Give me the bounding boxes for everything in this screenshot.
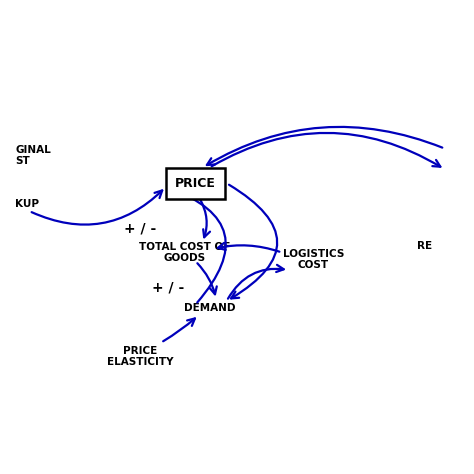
Text: RE: RE	[417, 241, 432, 251]
Text: KUP: KUP	[15, 199, 39, 209]
Text: + / -: + / -	[152, 280, 184, 294]
Text: DEMAND: DEMAND	[183, 303, 235, 313]
Text: + / -: + / -	[124, 221, 156, 235]
FancyBboxPatch shape	[166, 168, 225, 199]
Text: LOGISTICS
COST: LOGISTICS COST	[283, 249, 344, 270]
Text: PRICE: PRICE	[175, 177, 216, 190]
Text: PRICE
ELASTICITY: PRICE ELASTICITY	[107, 346, 173, 367]
Text: TOTAL COST OF
GOODS: TOTAL COST OF GOODS	[139, 242, 231, 264]
Text: GINAL
ST: GINAL ST	[15, 145, 51, 166]
